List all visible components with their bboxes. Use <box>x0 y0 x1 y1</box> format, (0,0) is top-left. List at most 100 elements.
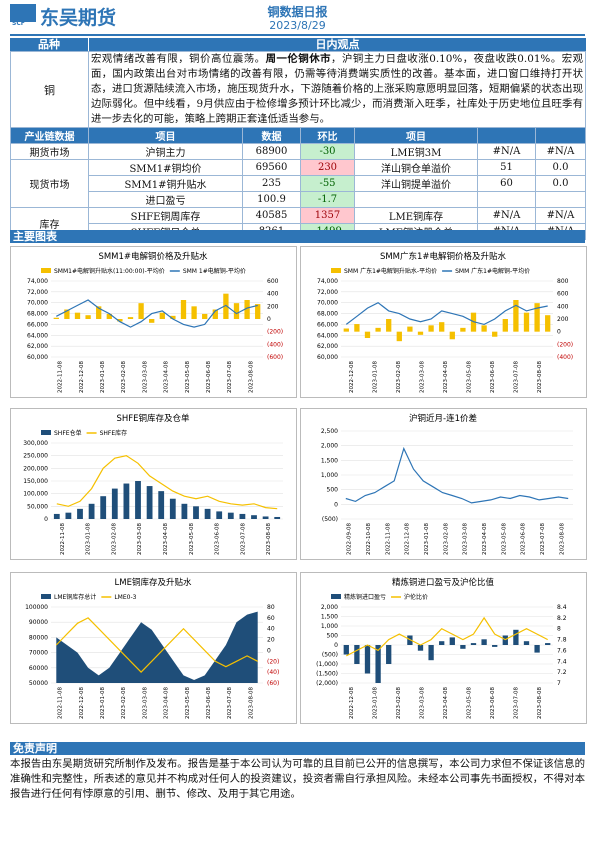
tick-label: (200) <box>557 341 573 348</box>
bar <box>159 312 165 319</box>
line <box>56 299 258 328</box>
tick-label: 400 <box>557 303 569 310</box>
x-tick-label: 2023-08-08 <box>537 687 543 719</box>
tick-label: 50000 <box>29 680 48 687</box>
tick-label: (600) <box>267 354 283 361</box>
tick-label: 150,000 <box>23 478 48 485</box>
x-tick-label: 2023-03-08 <box>419 687 425 719</box>
x-tick-label: 2023-04-08 <box>482 523 488 555</box>
bar <box>149 319 155 323</box>
legend-swatch <box>331 268 341 273</box>
group-cell: 期货市场 <box>10 143 89 160</box>
tick-label: 40 <box>267 626 275 633</box>
bar <box>251 515 257 519</box>
tick-label: 70,000 <box>317 300 338 307</box>
line <box>345 446 569 504</box>
bar <box>181 503 188 519</box>
tick-label: 74,000 <box>317 278 338 285</box>
tick-label: 60000 <box>29 665 48 672</box>
x-tick-label: 2023-03-08 <box>142 687 148 719</box>
bar <box>460 327 466 332</box>
tick-label: 62,000 <box>27 343 48 350</box>
legend-label: LME0-3 <box>114 594 136 601</box>
x-tick-label: 2023-06-08 <box>206 361 212 393</box>
bar <box>64 309 70 319</box>
bar <box>396 331 402 342</box>
header-row: 产业链数据 项目 数据 环比 项目 <box>10 127 586 144</box>
tick-label: 200,000 <box>23 465 48 472</box>
tick-label: 68,000 <box>317 311 338 318</box>
cell: 100.9 <box>242 191 301 208</box>
bar <box>216 511 223 519</box>
tick-label: (2,000) <box>316 680 338 687</box>
x-tick-label: 2023-02-08 <box>121 361 127 393</box>
tick-label: 8.4 <box>557 604 567 611</box>
section-bar: 主要图表 <box>10 230 585 243</box>
x-tick-label: 2023-01-08 <box>100 361 106 393</box>
tick-label: 68,000 <box>27 311 48 318</box>
bar <box>460 645 466 649</box>
bar <box>53 317 59 319</box>
tick-label: 2,500 <box>321 428 338 435</box>
x-tick-label: 2023-03-08 <box>137 523 143 555</box>
cell: SMM1#铜均价 <box>88 159 243 176</box>
x-tick-label: 2023-04-08 <box>164 361 170 393</box>
chart: 精炼铜进口盈亏及沪伦比值 精炼铜进口盈亏 沪伦比价 (2,000) (1,500) (1,… <box>300 572 587 724</box>
bar <box>343 645 349 655</box>
bar <box>439 322 445 332</box>
chart-title: LME铜库存及升贴水 <box>115 577 192 588</box>
x-tick-label: 2023-03-08 <box>419 361 425 393</box>
bar <box>545 315 551 332</box>
legend-swatch <box>41 268 51 273</box>
chart-svg: LME铜库存及升贴水 LME铜库存总计 LME0-3 50000 60000 70000 8… <box>25 577 279 719</box>
bar <box>481 325 487 332</box>
legend-label: SHFE仓单 <box>54 429 82 437</box>
rule <box>10 34 585 36</box>
x-tick-label: 2022-12-08 <box>405 523 411 555</box>
header-cell: 项目 <box>354 127 478 144</box>
x-tick-label: 2023-08-08 <box>537 361 543 393</box>
title: 铜数据日报 <box>267 5 328 19</box>
cell: -30 <box>300 143 355 160</box>
x-tick-label: 2023-01-08 <box>100 687 106 719</box>
x-tick-label: 2023-04-08 <box>443 687 449 719</box>
tick-label: 500 <box>327 487 339 494</box>
x-tick-label: 2023-04-08 <box>163 523 169 555</box>
x-tick-label: 2022-11-08 <box>58 361 64 393</box>
x-tick-label: 2023-05-08 <box>501 523 507 555</box>
cell: 进口盈亏 <box>88 191 243 208</box>
x-tick-label: 2023-07-08 <box>514 361 520 393</box>
col-head: 品种 <box>10 38 88 51</box>
cell <box>535 191 586 208</box>
bar <box>223 293 229 319</box>
tick-label: 90000 <box>29 619 48 626</box>
x-tick-label: 2023-07-08 <box>540 523 546 555</box>
chart-svg: SMM广东1#电解铜价格及升贴水 SMM 广东1#电解铜升贴水-平均价 SMM 广东… <box>317 251 573 393</box>
bar <box>233 303 240 319</box>
x-tick-label: 2023-05-08 <box>467 361 473 393</box>
tick-label: 800 <box>557 278 569 285</box>
legend-swatch <box>331 594 341 599</box>
tick-label: 64,000 <box>27 332 48 339</box>
x-tick-label: 2023-01-08 <box>86 523 92 555</box>
bar <box>470 643 477 645</box>
bar <box>158 491 165 519</box>
cell: SMM1#铜升贴水 <box>88 175 243 192</box>
bar <box>135 481 141 519</box>
tick-label: (1,000) <box>316 661 338 668</box>
cell: 230 <box>300 159 355 176</box>
cell: 洋山铜仓单溢价 <box>354 159 478 176</box>
tick-label: 600 <box>557 291 569 298</box>
header-cell: 项目 <box>88 127 243 144</box>
cell: #N/A <box>535 207 586 224</box>
tick-label: 80000 <box>29 634 48 641</box>
cell: #N/A <box>535 143 586 160</box>
x-tick-label: 2022-11-08 <box>385 523 391 555</box>
tick-label: 66,000 <box>27 321 48 328</box>
tick-label: (60) <box>267 680 279 687</box>
tick-label: 2,000 <box>321 443 338 450</box>
chart-svg: SMM1#电解铜价格及升贴水 SMM1#电解铜升贴水(11:00:00)-平均价 S… <box>27 251 283 393</box>
bar <box>53 513 60 519</box>
tick-label: 62,000 <box>317 343 338 350</box>
area <box>56 611 258 683</box>
